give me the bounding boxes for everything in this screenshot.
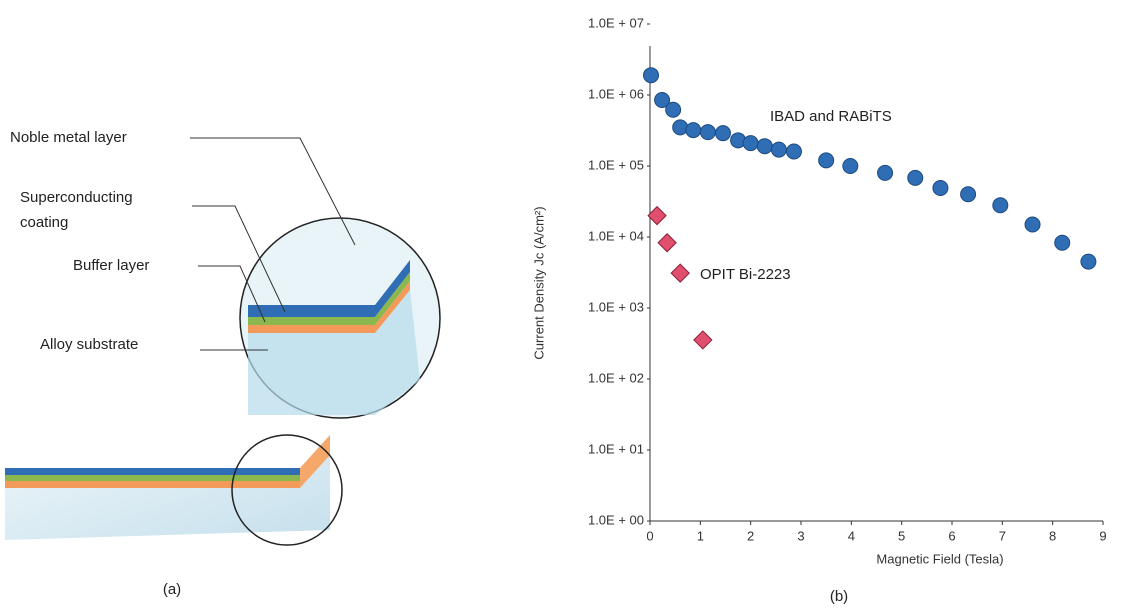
- label: Buffer layer: [73, 257, 149, 274]
- series-label: IBAD and RABiTS: [770, 108, 892, 125]
- layer-buffer: [5, 481, 300, 488]
- point: [771, 142, 786, 157]
- point: [644, 68, 659, 83]
- x-tick-label: 7: [999, 528, 1006, 543]
- x-tick-label: 2: [747, 528, 754, 543]
- layer-noble: [5, 468, 300, 475]
- series-label: OPIT Bi-2223: [700, 266, 791, 283]
- point: [757, 139, 772, 154]
- point: [686, 123, 701, 138]
- x-tick-label: 4: [848, 528, 855, 543]
- y-tick-label: 1.0E + 05: [588, 157, 644, 172]
- point: [1055, 235, 1070, 250]
- x-axis-label: Magnetic Field (Tesla): [876, 551, 1003, 566]
- point: [694, 331, 712, 349]
- x-tick-label: 8: [1049, 528, 1056, 543]
- point: [908, 170, 923, 185]
- point: [961, 187, 976, 202]
- y-tick-label: 1.0E + 04: [588, 228, 644, 243]
- substrate-slab: [5, 437, 330, 540]
- point: [671, 264, 689, 282]
- y-tick-label: 1.0E + 06: [588, 86, 644, 101]
- point: [1025, 217, 1040, 232]
- point: [648, 207, 666, 225]
- point: [786, 144, 801, 159]
- point: [666, 102, 681, 117]
- label: Noble metal layer: [10, 129, 127, 146]
- point: [878, 165, 893, 180]
- y-tick-label: 1.0E + 07: [588, 15, 644, 30]
- x-tick-label: 9: [1099, 528, 1106, 543]
- point: [933, 180, 948, 195]
- caption: (b): [830, 588, 848, 605]
- label: Superconducting: [20, 189, 133, 206]
- point: [1081, 254, 1096, 269]
- diagram: Noble metal layer Superconducting coatin…: [5, 129, 440, 598]
- point: [700, 125, 715, 140]
- y-tick-label: 1.0E + 03: [588, 299, 644, 314]
- y-tick-label: 1.0E + 01: [588, 441, 644, 456]
- y-tick-label: 1.0E + 02: [588, 370, 644, 385]
- point: [658, 234, 676, 252]
- point: [843, 159, 858, 174]
- x-tick-label: 6: [948, 528, 955, 543]
- x-tick-label: 5: [898, 528, 905, 543]
- figure: Noble metal layer Superconducting coatin…: [0, 0, 1121, 609]
- x-tick-label: 3: [797, 528, 804, 543]
- point: [819, 153, 834, 168]
- y-tick-label: 1.0E + 00: [588, 512, 644, 527]
- point: [715, 126, 730, 141]
- label: coating: [20, 214, 68, 231]
- point: [673, 120, 688, 135]
- x-tick-label: 0: [646, 528, 653, 543]
- point: [743, 136, 758, 151]
- y-axis-label: Current Density Jc (A/cm²): [531, 206, 546, 359]
- label: Alloy substrate: [40, 336, 138, 353]
- point: [993, 198, 1008, 213]
- chart: (b) Magnetic Field (Tesla) Current Densi…: [531, 15, 1106, 605]
- layer-superconductor: [5, 475, 300, 481]
- caption: (a): [163, 581, 181, 598]
- x-tick-label: 1: [697, 528, 704, 543]
